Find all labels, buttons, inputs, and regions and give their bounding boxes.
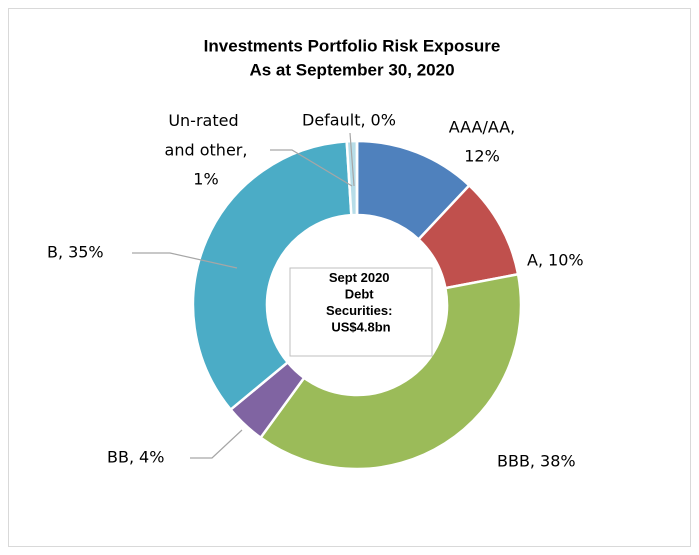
data-label: 35% [68, 243, 104, 262]
data-label: 0% [371, 111, 396, 130]
leader-line [349, 132, 355, 187]
data-label-name: Default, [302, 111, 366, 130]
data-label-name: BB, [107, 448, 134, 467]
data-label: 12% [464, 147, 500, 166]
leader-line [132, 252, 238, 269]
data-label-name: Un-rated and other, [165, 111, 248, 160]
data-label-name: BBB, [497, 452, 535, 471]
data-label-name: AAA/AA, [449, 118, 516, 137]
leader-line [270, 149, 353, 187]
donut-slice [191, 139, 353, 412]
data-label: 4% [139, 448, 164, 467]
data-label: 1% [193, 170, 218, 189]
data-label-name: A, [527, 251, 543, 270]
data-label-name: B, [47, 243, 63, 262]
center-label: Sept 2020 Debt Securities: US$4.8bn [326, 270, 396, 335]
leader-line [190, 429, 243, 459]
chart-subtitle: As at September 30, 2020 [249, 60, 454, 79]
donut-slice [258, 272, 523, 471]
slices [191, 139, 523, 471]
center-box [289, 267, 433, 357]
data-label: 10% [548, 251, 584, 270]
data-label: 38% [540, 452, 576, 471]
chart-title: Investments Portfolio Risk Exposure [204, 36, 501, 55]
